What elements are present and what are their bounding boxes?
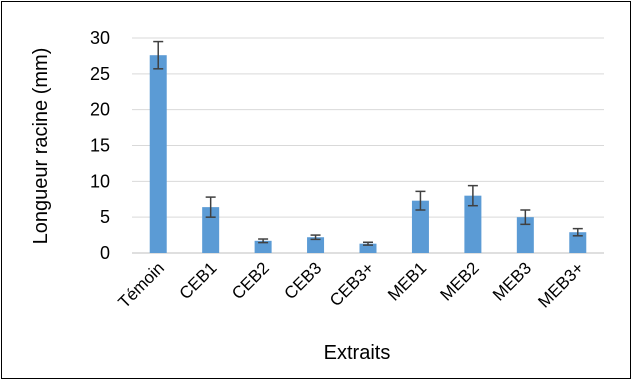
x-tick-label: CEB2 — [228, 258, 273, 303]
y-tick-label: 30 — [90, 28, 110, 48]
x-tick-label: MEB3+ — [534, 258, 587, 311]
x-tick-label: Témoin — [115, 258, 169, 312]
bar — [516, 217, 534, 253]
bar — [411, 200, 429, 253]
x-tick-label: CEB1 — [176, 258, 221, 303]
bar — [307, 237, 325, 253]
bar — [254, 240, 272, 253]
x-category-labels: Témoin CEB1 CEB2 CEB3 CEB3+ MEB1 MEB2 MEB3 MEB3+ — [115, 258, 588, 312]
y-tick-label: 20 — [90, 100, 110, 120]
error-bars — [153, 40, 583, 246]
bar — [464, 195, 482, 253]
y-axis-title: Longueur racine (mm) — [30, 48, 52, 245]
x-tick-label: MEB2 — [437, 258, 483, 304]
x-tick-label: CEB3+ — [326, 258, 378, 310]
bars — [149, 55, 587, 254]
y-tick-label: 5 — [100, 207, 110, 227]
y-tick-label: 10 — [90, 171, 110, 191]
x-axis-title: Extraits — [324, 342, 391, 364]
bar — [569, 232, 587, 253]
bar — [202, 207, 220, 253]
y-tick-label: 0 — [100, 243, 110, 263]
y-tick-label: 15 — [90, 136, 110, 156]
x-tick-label: MEB1 — [384, 258, 430, 304]
bar — [149, 55, 167, 254]
x-tick-label: MEB3 — [489, 258, 535, 304]
y-tick-labels: 0 5 10 15 20 25 30 — [90, 28, 110, 263]
bar — [359, 243, 377, 253]
y-tick-label: 25 — [90, 64, 110, 84]
x-tick-label: CEB3 — [281, 258, 326, 303]
